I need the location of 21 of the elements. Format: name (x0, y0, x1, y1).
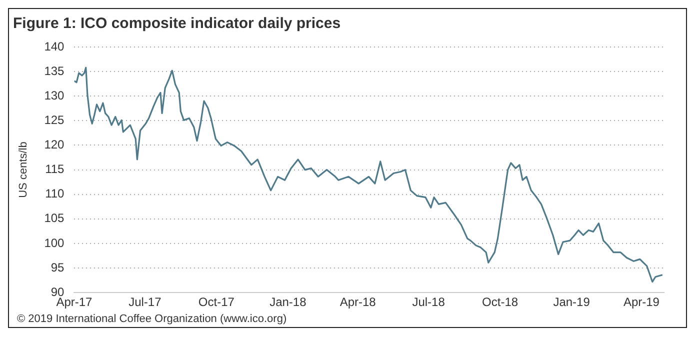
y-tick-label: 115 (45, 162, 65, 176)
y-tick-label: 140 (44, 39, 65, 54)
y-tick-label: 100 (44, 236, 65, 250)
y-tick-label: 95 (50, 260, 65, 274)
y-tick-label: 110 (45, 186, 65, 201)
y-tick-label: 105 (44, 211, 65, 226)
x-tick-label: Oct-18 (482, 295, 518, 310)
x-tick-label: Oct-17 (198, 295, 235, 310)
y-tick-label: 125 (44, 112, 65, 127)
y-tick-label: 120 (44, 138, 65, 152)
text: © 2019 International Coffee Organization (www.ico.org) (16, 313, 288, 325)
x-tick-label: Apr-19 (623, 295, 660, 310)
y-tick-label: 135 (44, 64, 65, 78)
y-tick-label: 130 (44, 88, 65, 102)
chart-title: Figure 1: ICO composite indicator daily prices (13, 15, 341, 32)
x-tick-label: Jan-19 (553, 295, 590, 310)
x-tick-label: Apr-18 (340, 295, 376, 310)
x-tick-label: Jul-18 (412, 295, 446, 310)
y-axis-title: US cents/lb (18, 142, 30, 198)
x-tick-label: Jul-17 (128, 295, 162, 310)
x-tick-label: Jan-18 (270, 295, 307, 310)
